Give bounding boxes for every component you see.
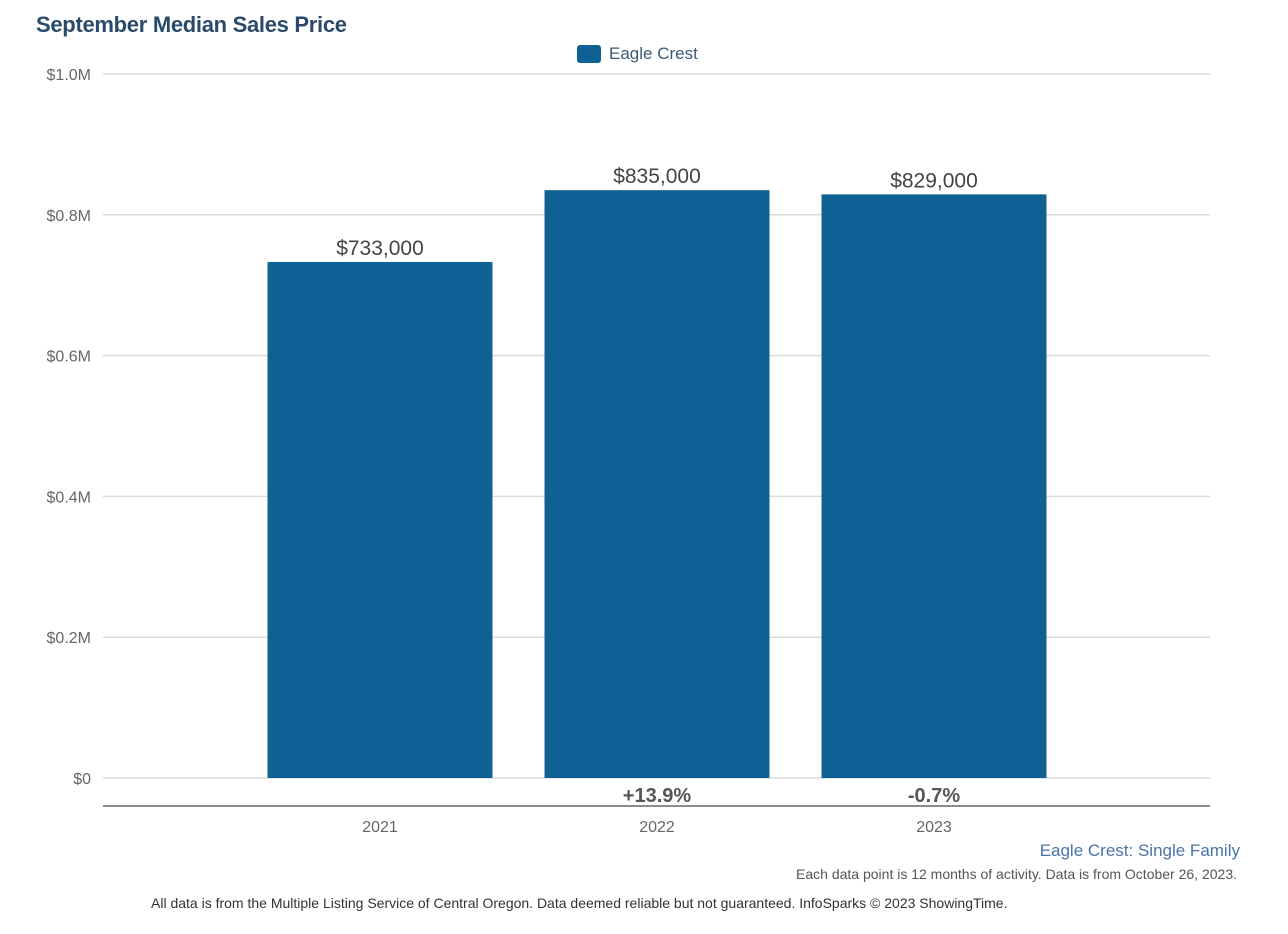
y-tick-label: $0.2M <box>47 630 91 647</box>
x-tick-label: 2022 <box>639 819 675 836</box>
data-label: $733,000 <box>336 237 424 260</box>
y-tick-label: $0 <box>73 771 91 788</box>
data-label: $835,000 <box>613 165 701 188</box>
legend[interactable]: Eagle Crest <box>577 44 698 64</box>
y-tick-label: $0.8M <box>47 208 91 225</box>
y-tick-label: $0.6M <box>47 349 91 366</box>
bar-chart: $0 $0.2M $0.4M $0.6M $0.8M $1.0M $733,000 2021 $… <box>47 67 1210 836</box>
change-label: -0.7% <box>908 785 960 807</box>
bar <box>821 194 1047 778</box>
chart-title: September Median Sales Price <box>36 12 347 37</box>
data-note: Each data point is 12 months of activity… <box>796 866 1237 882</box>
bar <box>267 261 493 778</box>
y-tick-label: $0.4M <box>47 489 91 506</box>
x-tick-label: 2021 <box>362 819 398 836</box>
legend-label: Eagle Crest <box>609 44 698 63</box>
disclaimer: All data is from the Multiple Listing Se… <box>151 895 1008 911</box>
y-tick-label: $1.0M <box>47 67 91 84</box>
legend-swatch <box>577 45 601 63</box>
data-label: $829,000 <box>890 169 978 192</box>
x-tick-label: 2023 <box>916 819 952 836</box>
bar <box>544 190 770 778</box>
change-label: +13.9% <box>623 785 692 807</box>
chart-subtitle: Eagle Crest: Single Family <box>1039 841 1240 860</box>
